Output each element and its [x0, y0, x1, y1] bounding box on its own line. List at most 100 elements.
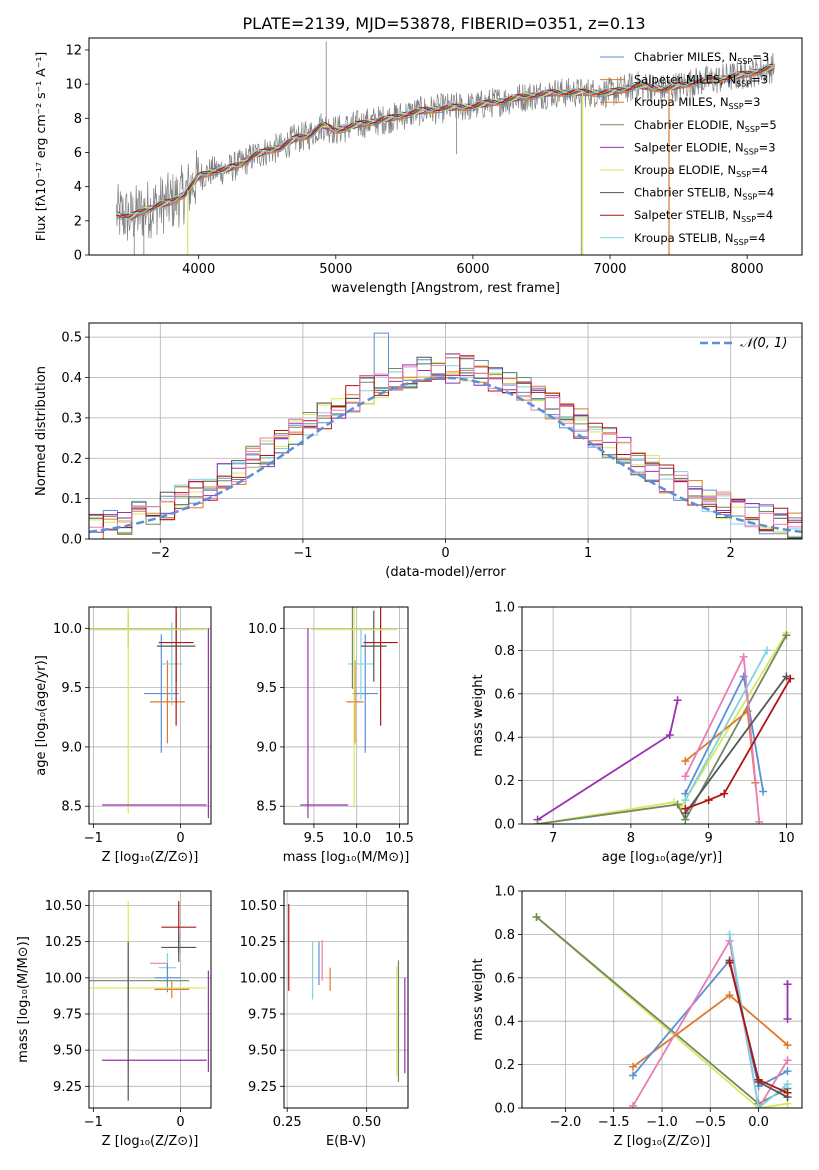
axis-label-y: mass [log₁₀(M/M⊙)] [16, 936, 31, 1063]
tick-label-x: 9.5 [304, 831, 325, 846]
series-marker [783, 1056, 792, 1065]
tick-label-x: 7 [549, 831, 557, 846]
axes-frame [88, 606, 212, 825]
series-marker [673, 696, 682, 705]
series-marker [786, 674, 795, 683]
grid-lines [89, 607, 211, 824]
tick-label-y: 2 [74, 214, 82, 229]
axes-frame [88, 37, 803, 256]
legend-entry: Salpeter STELIB, NSSP=4 [634, 208, 773, 224]
series-marker [629, 1101, 638, 1108]
grid-lines [522, 890, 802, 1109]
series-marker [783, 1041, 792, 1050]
series-marker [782, 631, 791, 640]
panel-residuals: −2 −1 0 1 2 0.0 0.1 0.2 0.3 0.4 0.5 (data-model)/er… [34, 322, 803, 580]
plot-area [533, 629, 795, 824]
series-marker [755, 817, 764, 824]
model-line-chabrier_stelib [116, 64, 774, 219]
plot-area [89, 901, 209, 1101]
histogram-salpeter_stelib [89, 355, 802, 531]
normal-curve [89, 376, 802, 534]
panel-weight_vs_age: 7 8 9 10 0.0 0.2 0.4 0.6 0.8 1.0 age [log₁₀(age/yr… [471, 601, 803, 865]
axis-label-x: mass [log₁₀(M/M⊙)] [283, 850, 410, 865]
panel-Z_vs_age: −1 0 8.5 9.0 9.5 10.0 Z [log₁₀(Z/Z⊙)] age [log₁… [34, 606, 212, 865]
plot-area [116, 41, 775, 255]
tick-label-y: 1.0 [494, 885, 515, 900]
series-marker [533, 820, 542, 824]
tick-label-y: 8 [74, 112, 82, 127]
axes-frame [88, 322, 803, 540]
tick-label-y: 0.1 [61, 492, 82, 507]
series-marker [725, 958, 734, 967]
tick-label-x: 6000 [456, 262, 489, 277]
tick-label-y: 0.8 [494, 644, 515, 659]
tick-label-x: 9 [705, 831, 713, 846]
figure-title: PLATE=2139, MJD=53878, FIBERID=0351, z=0… [242, 14, 645, 33]
tick-label-y: 0.0 [61, 533, 82, 548]
series-marker [783, 1080, 792, 1089]
tick-label-x: 8000 [731, 262, 764, 277]
tick-label-y: 6 [74, 146, 82, 161]
legend-entry: Chabrier MILES, NSSP=3 [634, 50, 769, 66]
axes-frame [283, 606, 409, 825]
tick-label-y: 10.50 [240, 899, 277, 914]
tick-label-x: −1 [84, 831, 103, 846]
panel-spectrum: 4000 5000 6000 7000 8000 0 2 4 6 8 10 12 wavelength … [33, 37, 803, 296]
tick-label-x: −0.5 [694, 1115, 726, 1130]
tick-label-y: 0.2 [61, 452, 82, 467]
axes-frame [88, 890, 212, 1109]
axes-frame [521, 606, 803, 825]
tick-label-y: 10.0 [248, 622, 277, 637]
tick-label-y: 10.00 [45, 971, 82, 986]
tick-label-x: 2 [727, 546, 735, 561]
tick-label-x: 5000 [319, 262, 352, 277]
tick-label-y: 9.75 [53, 1007, 82, 1022]
plot-area [300, 607, 398, 819]
axes-frame [521, 890, 803, 1109]
tick-label-x: −1.5 [598, 1115, 630, 1130]
tick-label-y: 0 [74, 249, 82, 264]
legend-entry: Salpeter MILES, NSSP=3 [634, 73, 768, 89]
axis-label-y: Normed distribution [34, 366, 49, 496]
series-marker [783, 1015, 792, 1024]
series-line [684, 678, 792, 810]
series-marker [681, 796, 690, 805]
series-line [537, 700, 679, 821]
tick-label-y: 9.5 [256, 681, 277, 696]
plot-area [89, 332, 802, 539]
axis-label-y: Flux [fλ10⁻¹⁷ erg cm⁻² s⁻¹ A⁻¹] [33, 52, 48, 241]
series-line [684, 649, 768, 801]
tick-label-y: 9.50 [53, 1044, 82, 1059]
grid-lines [284, 891, 408, 1108]
tick-label-y: 0.4 [494, 731, 515, 746]
tick-label-y: 9.0 [61, 740, 82, 755]
series-marker [629, 1071, 638, 1080]
axis-label-x: Z [log₁₀(Z/Z⊙)] [614, 1134, 711, 1149]
series-marker [783, 1067, 792, 1076]
series-marker [720, 789, 729, 798]
legend-entry: Chabrier ELODIE, NSSP=5 [634, 118, 777, 134]
series-marker [725, 991, 734, 1000]
axis-label-x: age [log₁₀(age/yr)] [602, 850, 723, 865]
series-marker [754, 1075, 763, 1084]
axis-label-y: mass weight [471, 674, 486, 756]
tick-label-y: 10 [65, 78, 82, 93]
series-marker [763, 646, 771, 655]
tick-label-y: 8.5 [256, 800, 277, 815]
axes-frame [283, 890, 409, 1109]
legend-entry: Kroupa MILES, NSSP=3 [634, 95, 760, 111]
grid-lines [284, 607, 408, 824]
panel-ebv_vs_mass: 0.25 0.50 9.25 9.50 9.75 10.00 10.25 10.50 E(B-V… [240, 890, 409, 1149]
tick-label-y: 0.2 [494, 774, 515, 789]
tick-label-y: 0.3 [61, 411, 82, 426]
tick-label-x: 10.5 [385, 831, 414, 846]
tick-label-x: 7000 [593, 262, 626, 277]
tick-label-y: 10.25 [240, 935, 277, 950]
tick-label-x: 4000 [182, 262, 215, 277]
tick-label-x: −1 [84, 1115, 103, 1130]
series-marker [754, 1104, 763, 1108]
tick-label-y: 9.25 [53, 1080, 82, 1095]
tick-label-x: −1 [293, 546, 312, 561]
series-marker [681, 772, 690, 781]
